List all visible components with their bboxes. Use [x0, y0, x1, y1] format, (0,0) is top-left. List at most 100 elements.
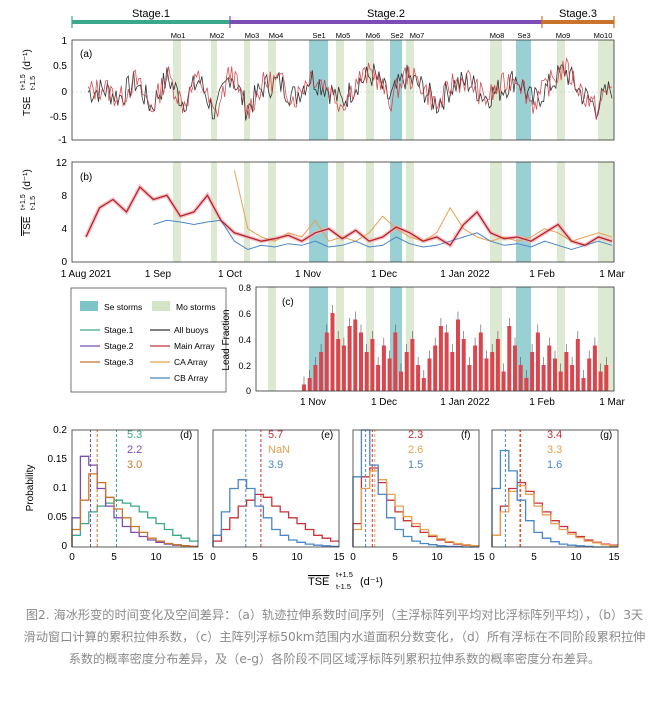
hist-step-series [352, 470, 479, 547]
hist-xtick: 10 [431, 552, 443, 563]
mo-storm-band [366, 162, 374, 262]
hist-ytick: 0.1 [53, 483, 67, 494]
hist-xtick: 15 [473, 552, 485, 563]
c-ytick: 0.6 [238, 309, 251, 319]
lead-fraction-bar [484, 358, 489, 391]
lead-fraction-bar [553, 358, 557, 391]
legend-main-array-label: Main Array [174, 341, 215, 351]
b-series-main-array [85, 185, 613, 247]
svg-text:t-1.5: t-1.5 [30, 76, 37, 90]
hist-median-label: 2.6 [408, 444, 423, 456]
mo-storm-band [268, 162, 276, 262]
hist-ytick: 0.2 [53, 425, 67, 436]
a-ytick: -0.5 [50, 112, 68, 123]
hist-xtick: 0 [350, 552, 356, 563]
hist-axes-frame [212, 429, 340, 548]
hist-tag: (g) [600, 430, 612, 441]
time-tick: 1 Mar [599, 269, 625, 280]
lead-fraction-bar [513, 345, 517, 391]
svg-text:t+1.5: t+1.5 [20, 74, 27, 90]
se-storm-band [390, 162, 402, 262]
stage1-label: Stage.1 [132, 8, 170, 20]
stage2-bar [230, 20, 542, 24]
hist-step-series [491, 449, 618, 548]
lead-fraction-bar [381, 345, 386, 391]
storm-label-mo8: Mo8 [490, 31, 505, 40]
mo-storm-band [557, 162, 565, 262]
lead-fraction-bar [592, 345, 597, 391]
lead-fraction-bar [581, 378, 586, 391]
storm-label-mo7: Mo7 [410, 31, 425, 40]
c-xtick: 1 Feb [529, 397, 555, 408]
lead-fraction-bar [427, 358, 432, 391]
time-tick: 1 Aug 2021 [61, 269, 112, 280]
a-ytick: 0 [61, 87, 67, 98]
c-yticks: 0.8 0.6 0.4 0.2 0 [238, 283, 251, 396]
b-ytick: 4 [61, 224, 67, 235]
hist-median-label: 3.9 [268, 459, 283, 471]
hist-median-label: 3.3 [547, 444, 562, 456]
storm-labels: Mo1 Mo2 Mo3 Mo4 Se1 Mo5 Mo6 Se2 Mo7 Mo8 … [171, 31, 613, 40]
c-ytick: 0.8 [238, 283, 251, 293]
b-ytick: 0 [61, 257, 67, 268]
lead-fraction-bar [444, 332, 449, 391]
lead-fraction-bar [564, 352, 569, 391]
stage-bar: Stage.1 Stage.2 Stage.3 [71, 8, 615, 28]
legend-stage2-label: Stage.2 [104, 341, 134, 351]
mo-storm-band [598, 287, 614, 391]
storm-label-mo5: Mo5 [336, 31, 351, 40]
hist-xticks: 0 5 10 15 0 5 10 15 0 5 10 15 0 5 10 15 [69, 552, 620, 563]
lead-fraction-bar [370, 339, 375, 391]
hist-axes-frame [491, 429, 619, 548]
hist-step-series [491, 481, 618, 547]
hist-step-series [212, 479, 339, 548]
hist-xtick: 15 [608, 552, 620, 563]
hist-median-label: 5.7 [268, 429, 283, 441]
lead-fraction-bar [302, 384, 306, 391]
legend-mo-swatch [152, 301, 170, 311]
storm-label-mo10: Mo10 [594, 31, 613, 40]
legend-se-swatch [80, 301, 98, 311]
storm-label-mo2: Mo2 [210, 31, 225, 40]
mo-storm-band [406, 287, 414, 391]
panel-g: 3.4 3.3 1.6 (g) [491, 429, 619, 548]
hist-ylabel: Probability [25, 465, 36, 512]
hist-median-label: 2.3 [408, 429, 423, 441]
hist-step-series [71, 499, 198, 547]
svg-text:t+1.5: t+1.5 [336, 570, 353, 579]
mo-storm-band [557, 287, 565, 391]
hist-median-label: 3.0 [127, 459, 142, 471]
mo-storm-band [244, 162, 250, 262]
hist-median-label: 1.5 [408, 459, 423, 471]
lead-fraction-bar [495, 339, 500, 391]
lead-fraction-bar [421, 378, 426, 391]
hist-median-label: 5.3 [127, 429, 142, 441]
se-storm-band [309, 162, 328, 262]
mo-storm-band [211, 162, 217, 262]
a-ytick: 0.5 [53, 61, 67, 72]
lead-fraction-bar [558, 371, 563, 391]
storm-label-mo9: Mo9 [556, 31, 571, 40]
storm-label-se2: Se2 [390, 31, 403, 40]
svg-text:(d⁻¹): (d⁻¹) [22, 169, 33, 190]
svg-text:(d⁻¹): (d⁻¹) [22, 49, 33, 70]
lead-fraction-bar [530, 352, 535, 391]
hist-xtick: 0 [69, 552, 75, 563]
lead-fraction-bar [353, 319, 358, 391]
svg-text:t-1.5: t-1.5 [336, 582, 351, 591]
lead-fraction-bar [535, 332, 540, 391]
panel-b: 12 8 4 0 TSE t+1.5 t-1.5 (d⁻¹) (b) 1 Aug… [20, 158, 625, 280]
legend-mo-label: Mo storms [176, 302, 216, 312]
lead-fraction-bar [478, 332, 483, 391]
lead-fraction-bar [450, 352, 455, 391]
legend-stage1-label: Stage.1 [104, 325, 134, 335]
c-xtick: 1 Mar [599, 397, 625, 408]
se-storm-band [390, 40, 402, 140]
storm-label-mo3: Mo3 [245, 31, 260, 40]
storm-label-mo1: Mo1 [171, 31, 186, 40]
figure-caption: 图2. 海冰形变的时间变化及空间差异：（a）轨迹拉伸系数时间序列（主浮标阵列平均… [23, 608, 646, 666]
storm-label-mo6: Mo6 [366, 31, 381, 40]
time-tick: 1 Oct [218, 269, 242, 280]
c-ylabel: Lead Fraction [221, 309, 232, 370]
lead-fraction-bar [501, 371, 506, 391]
